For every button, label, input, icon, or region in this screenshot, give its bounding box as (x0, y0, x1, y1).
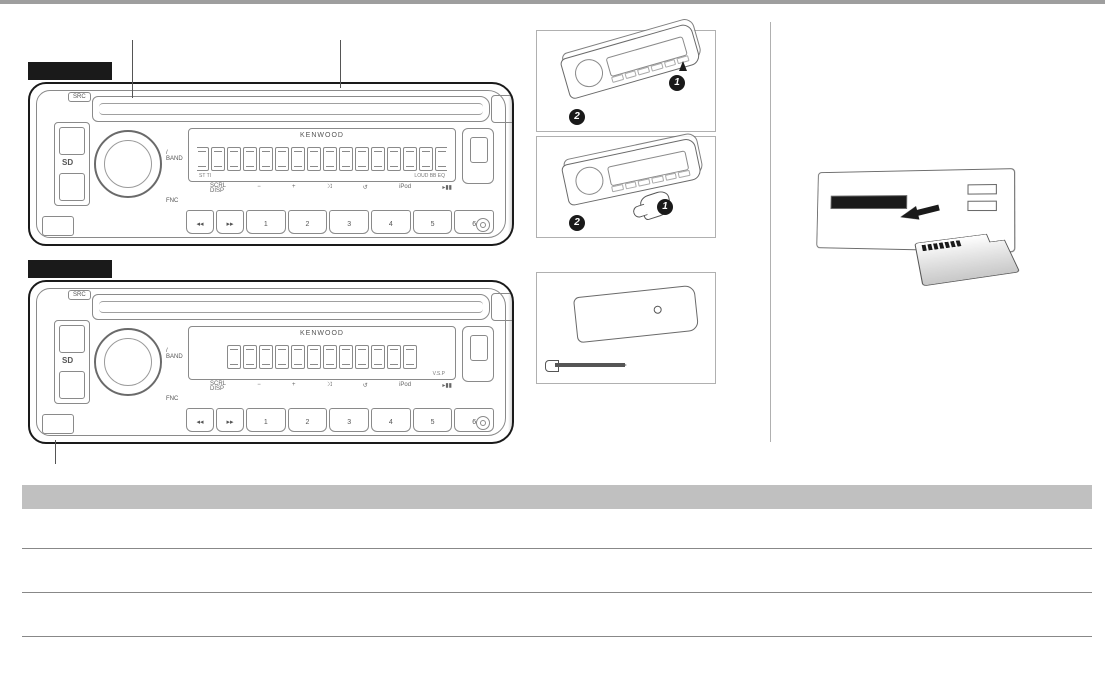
band-label: / BAND (166, 150, 183, 162)
icon-row: SCRL DISP − + ⤨ ↺ iPod ▸▮▮ (210, 382, 452, 392)
model-tag-2 (28, 260, 112, 278)
volume-knob[interactable] (94, 130, 162, 198)
src-button[interactable]: SRC (68, 92, 91, 102)
preset-4[interactable]: 4 (371, 210, 411, 234)
sd-label: SD (62, 356, 73, 365)
fnc-label: FNC (166, 396, 178, 402)
lcd-micro-right: V.S.P (433, 371, 445, 377)
step-badge-2: 2 (569, 109, 585, 125)
brand-label: KENWOOD (189, 132, 455, 139)
preset-2[interactable]: 2 (288, 408, 328, 432)
lcd-display: KENWOOD ST TI LOUD BB EQ (188, 128, 456, 182)
preset-4[interactable]: 4 (371, 408, 411, 432)
minus-icon: − (257, 184, 261, 194)
chassis-rear (573, 285, 699, 344)
knob-area: SD / BAND FNC (40, 116, 180, 210)
preset-button-row: ◂◂ ▸▸ 1 2 3 4 5 6 (186, 408, 494, 432)
face-release[interactable] (42, 414, 74, 434)
callout-line-release (55, 440, 56, 464)
fnc-label: FNC (166, 198, 178, 204)
usb-cover[interactable] (462, 326, 494, 382)
shuffle-icon: ⤨ (327, 184, 332, 194)
ipod-label: iPod (399, 184, 411, 194)
vertical-divider (770, 22, 771, 442)
repeat-icon: ↺ (363, 184, 368, 194)
radio-unit-1: SRC SD / BAND FNC KENWOOD ST TI LOUD BB … (28, 82, 514, 246)
icon-row: SCRL DISP − + ⤨ ↺ iPod ▸▮▮ (210, 184, 452, 194)
model-tag-1 (28, 62, 112, 80)
band-label: / BAND (166, 348, 183, 360)
table-row-line (22, 548, 1092, 549)
scrl-disp-label: SCRL DISP (210, 382, 226, 392)
sd-card-icon (914, 232, 1020, 286)
volume-knob[interactable] (94, 328, 162, 396)
sd-insert-illustration (800, 160, 1060, 290)
preset-button-row: ◂◂ ▸▸ 1 2 3 4 5 6 (186, 210, 494, 234)
lcd-micro-left: ST TI (199, 173, 211, 179)
step-badge-1: 1 (669, 75, 685, 91)
preset-3[interactable]: 3 (329, 210, 369, 234)
step-reset-box (536, 272, 716, 384)
step-badge-1: 1 (657, 199, 673, 215)
reset-pin-icon (555, 363, 625, 367)
next-button[interactable]: ▸▸ (216, 210, 244, 234)
prev-button[interactable]: ◂◂ (186, 408, 214, 432)
aux-jack[interactable] (476, 218, 490, 232)
src-button[interactable]: SRC (68, 290, 91, 300)
faceplate-attaching (561, 137, 703, 206)
radio-unit-2: SRC SD / BAND FNC KENWOOD V.S.P SCRL DIS… (28, 280, 514, 444)
play-pause-icon: ▸▮▮ (442, 184, 452, 194)
minus-icon: − (257, 382, 261, 392)
preset-5[interactable]: 5 (413, 210, 453, 234)
top-separator (0, 0, 1105, 4)
preset-3[interactable]: 3 (329, 408, 369, 432)
prev-button[interactable]: ◂◂ (186, 210, 214, 234)
table-row-line (22, 636, 1092, 637)
callout-line-knob (132, 40, 133, 98)
aux-jack[interactable] (476, 416, 490, 430)
table-row-line (22, 592, 1092, 593)
face-release[interactable] (42, 216, 74, 236)
scrl-disp-label: SCRL DISP (210, 184, 226, 194)
lcd-display: KENWOOD V.S.P (188, 326, 456, 380)
lcd-digits (197, 145, 447, 173)
shuffle-icon: ⤨ (327, 382, 332, 392)
preset-1[interactable]: 1 (246, 408, 286, 432)
preset-2[interactable]: 2 (288, 210, 328, 234)
lcd-digits (197, 343, 447, 371)
step-detach-box: 1 2 (536, 30, 716, 132)
preset-1[interactable]: 1 (246, 210, 286, 234)
plus-icon: + (292, 382, 296, 392)
knob-area: SD / BAND FNC (40, 314, 180, 408)
eject-button[interactable] (491, 95, 514, 123)
arrow-up-icon (679, 61, 687, 71)
play-pause-icon: ▸▮▮ (442, 382, 452, 392)
repeat-icon: ↺ (363, 382, 368, 392)
usb-cover[interactable] (462, 128, 494, 184)
preset-5[interactable]: 5 (413, 408, 453, 432)
step-badge-2: 2 (569, 215, 585, 231)
lcd-micro-right: LOUD BB EQ (414, 173, 445, 179)
next-button[interactable]: ▸▸ (216, 408, 244, 432)
plus-icon: + (292, 184, 296, 194)
callout-line-slot (340, 40, 341, 88)
page: SRC SD / BAND FNC KENWOOD ST TI LOUD BB … (0, 0, 1105, 684)
brand-label: KENWOOD (189, 330, 455, 337)
ipod-label: iPod (399, 382, 411, 392)
step-attach-box: 1 2 (536, 136, 716, 238)
table-header-band (22, 485, 1092, 509)
sd-label: SD (62, 158, 73, 167)
